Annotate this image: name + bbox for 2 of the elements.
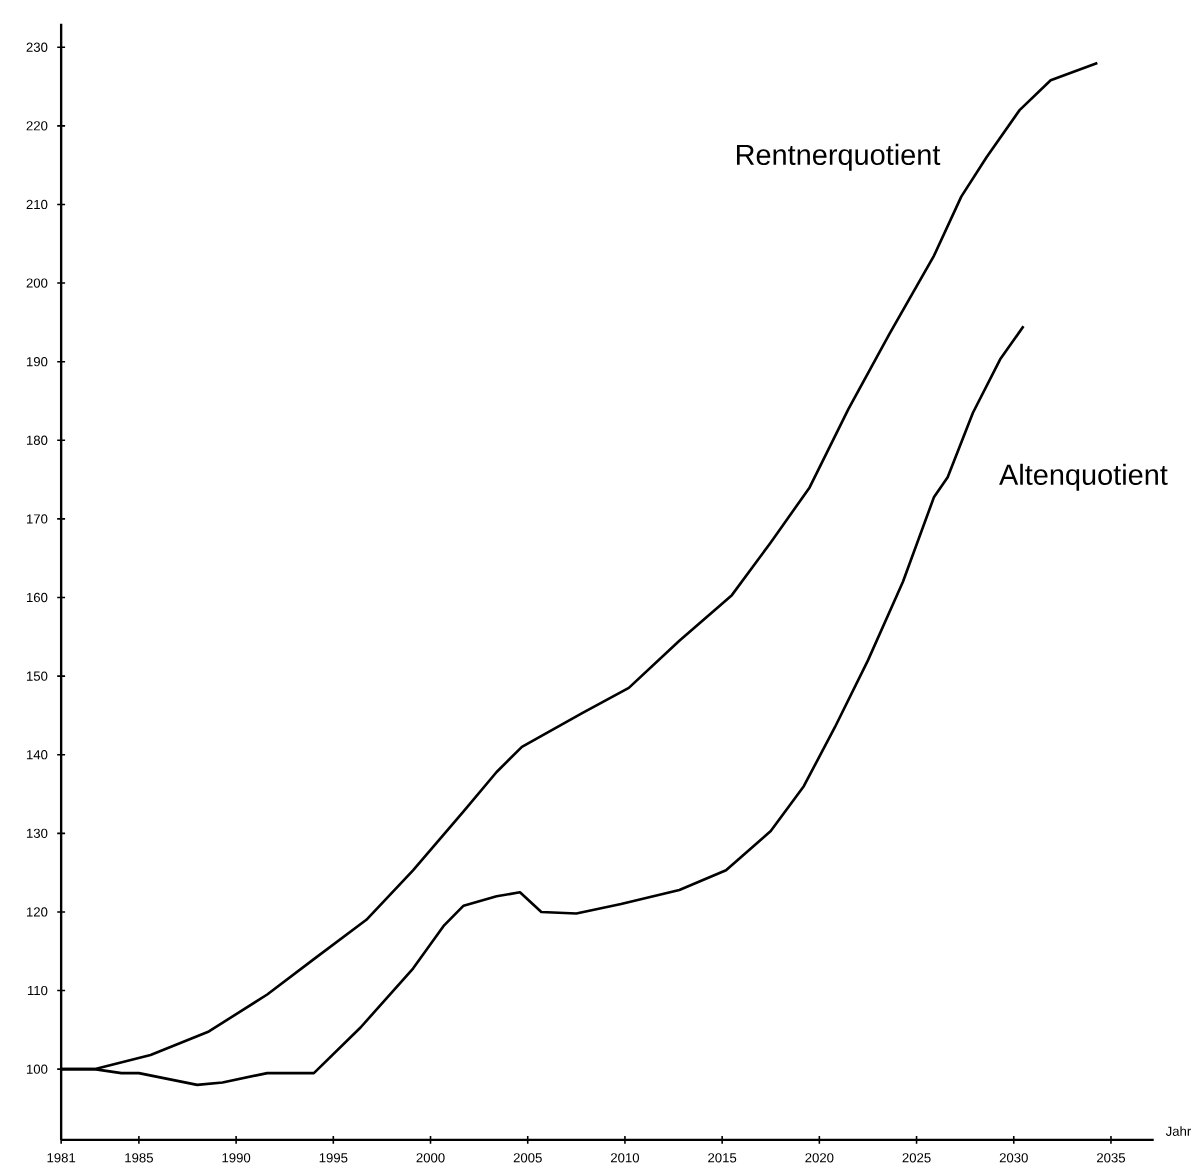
series-label: Altenquotient: [999, 464, 1168, 492]
series-label: Rentnerquotient: [736, 144, 941, 172]
